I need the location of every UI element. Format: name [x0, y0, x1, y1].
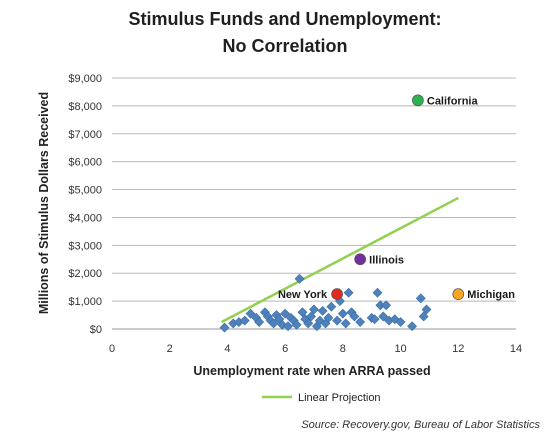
highlight-label: California: [427, 95, 479, 107]
data-point: [343, 287, 354, 298]
x-axis-ticks: 0 2 4 6 8 10 12 14: [109, 343, 522, 355]
data-point: [317, 305, 328, 316]
data-point: [303, 318, 314, 329]
highlight-point-california: [412, 94, 424, 107]
data-point: [355, 317, 366, 327]
chart-title-line-2: No Correlation: [222, 36, 347, 56]
data-point: [219, 322, 230, 333]
chart-title-line-1: Stimulus Funds and Unemployment:: [128, 9, 441, 29]
y-tick-label: $0: [90, 324, 102, 336]
y-axis-label: Millions of Stimulus Dollars Received: [37, 92, 51, 314]
highlight-points: California Illinois New York Michigan: [278, 94, 515, 301]
data-point: [332, 315, 343, 326]
data-point: [349, 311, 360, 322]
data-point: [291, 319, 302, 330]
x-tick-label: 0: [109, 343, 115, 355]
y-tick-label: $9,000: [68, 73, 102, 85]
highlight-label: New York: [278, 289, 328, 301]
y-tick-label: $8,000: [68, 101, 102, 113]
y-tick-label: $5,000: [68, 185, 102, 197]
highlight-label: Illinois: [369, 254, 404, 266]
data-point: [407, 321, 418, 332]
data-point: [418, 311, 429, 322]
data-point: [415, 293, 426, 304]
highlight-point-illinois: [354, 253, 367, 266]
x-tick-label: 14: [510, 343, 522, 355]
data-point: [323, 312, 334, 323]
data-point: [280, 308, 291, 319]
data-point: [337, 308, 348, 319]
data-point: [245, 308, 256, 319]
highlight-point-new-york: [331, 288, 343, 300]
grid-lines: [112, 77, 516, 302]
data-point: [395, 317, 406, 327]
data-point: [309, 304, 319, 315]
legend: Linear Projection: [262, 392, 381, 404]
y-tick-label: $6,000: [68, 157, 102, 169]
data-point: [369, 314, 380, 325]
y-tick-label: $2,000: [68, 268, 102, 280]
data-point: [326, 301, 337, 312]
x-tick-label: 4: [224, 343, 230, 355]
data-point: [306, 311, 317, 322]
x-tick-label: 6: [282, 343, 288, 355]
trend-line-group: [221, 196, 459, 324]
x-tick-label: 2: [167, 343, 173, 355]
data-point: [378, 311, 389, 322]
source-note: Source: Recovery.gov, Bureau of Labor St…: [301, 419, 540, 431]
x-axis-label: Unemployment rate when ARRA passed: [193, 364, 430, 378]
y-tick-label: $7,000: [68, 129, 102, 141]
data-point: [294, 273, 305, 284]
data-point: [340, 318, 351, 329]
y-axis-ticks: $0 $1,000 $2,000 $3,000 $4,000 $5,000 $6,000 $7…: [68, 73, 102, 336]
highlight-point-michigan: [452, 288, 465, 300]
data-points: [219, 273, 432, 333]
data-point: [372, 287, 383, 298]
x-tick-label: 10: [394, 343, 406, 355]
data-point: [254, 317, 265, 327]
data-point: [381, 300, 392, 311]
trend-line: [221, 196, 459, 324]
y-tick-label: $3,000: [68, 240, 102, 252]
data-point: [421, 304, 432, 315]
data-point: [268, 318, 279, 329]
y-tick-label: $1,000: [68, 296, 102, 308]
highlight-label: Michigan: [467, 289, 515, 301]
x-tick-label: 12: [452, 343, 464, 355]
legend-label: Linear Projection: [298, 392, 381, 404]
x-tick-label: 8: [340, 343, 346, 355]
data-point: [283, 321, 293, 332]
data-point: [239, 315, 250, 326]
data-point: [297, 307, 308, 318]
y-tick-label: $4,000: [68, 212, 102, 224]
